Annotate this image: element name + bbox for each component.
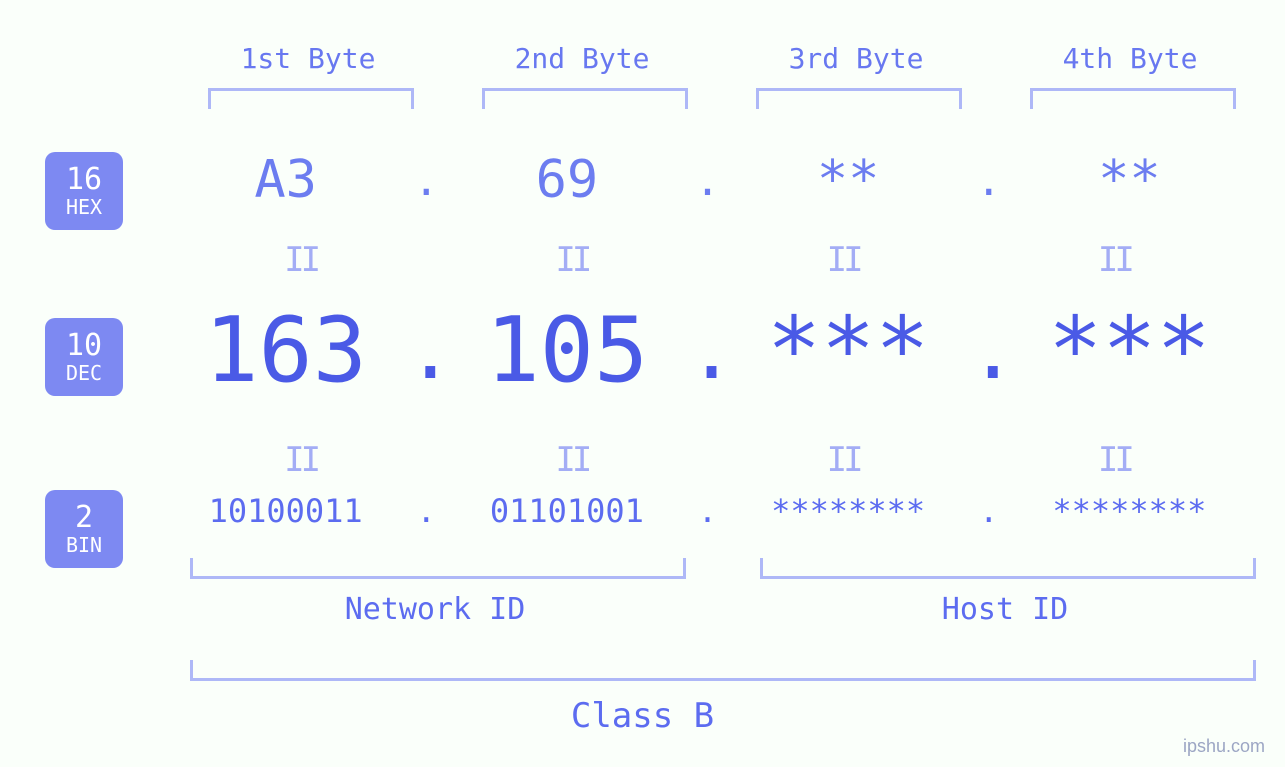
- dot-icon: .: [406, 492, 446, 530]
- byte-bracket-3: [756, 88, 962, 109]
- dot-icon: .: [688, 156, 728, 205]
- bin-byte-4: ********: [1009, 492, 1250, 530]
- class-bracket: [190, 660, 1256, 681]
- bin-row: 10100011 . 01101001 . ******** . *******…: [165, 492, 1250, 530]
- equals-icon: II: [436, 240, 707, 280]
- byte-bracket-4: [1030, 88, 1236, 109]
- hex-byte-3: **: [728, 150, 969, 210]
- equals-icon: II: [165, 440, 436, 480]
- bin-byte-3: ********: [728, 492, 969, 530]
- dot-icon: .: [688, 492, 728, 530]
- equals-row-2: II II II II: [165, 440, 1250, 480]
- badge-num: 2: [45, 502, 123, 534]
- base-badge-dec: 10 DEC: [45, 318, 123, 396]
- equals-row-1: II II II II: [165, 240, 1250, 280]
- equals-icon: II: [979, 440, 1250, 480]
- byte-label-3: 3rd Byte: [746, 42, 966, 75]
- badge-lab: HEX: [45, 197, 123, 218]
- byte-bracket-1: [208, 88, 414, 109]
- dot-icon: .: [406, 304, 446, 397]
- equals-icon: II: [165, 240, 436, 280]
- host-id-label: Host ID: [760, 592, 1250, 627]
- network-id-label: Network ID: [190, 592, 680, 627]
- byte-label-1: 1st Byte: [198, 42, 418, 75]
- class-label: Class B: [0, 696, 1285, 736]
- hex-row: A3 . 69 . ** . **: [165, 150, 1250, 210]
- base-badge-hex: 16 HEX: [45, 152, 123, 230]
- hex-byte-2: 69: [446, 150, 687, 210]
- equals-icon: II: [436, 440, 707, 480]
- dot-icon: .: [969, 156, 1009, 205]
- dec-byte-1: 163: [165, 298, 406, 403]
- byte-label-2: 2nd Byte: [472, 42, 692, 75]
- dot-icon: .: [406, 156, 446, 205]
- bin-byte-1: 10100011: [165, 492, 406, 530]
- dot-icon: .: [688, 304, 728, 397]
- base-badge-bin: 2 BIN: [45, 490, 123, 568]
- host-id-bracket: [760, 558, 1256, 579]
- byte-label-4: 4th Byte: [1020, 42, 1240, 75]
- dec-byte-4: ***: [1009, 298, 1250, 403]
- dot-icon: .: [969, 304, 1009, 397]
- badge-num: 10: [45, 330, 123, 362]
- dot-icon: .: [969, 492, 1009, 530]
- badge-num: 16: [45, 164, 123, 196]
- equals-icon: II: [708, 240, 979, 280]
- watermark: ipshu.com: [1183, 736, 1265, 757]
- hex-byte-1: A3: [165, 150, 406, 210]
- dec-row: 163 . 105 . *** . ***: [165, 298, 1250, 403]
- network-id-bracket: [190, 558, 686, 579]
- badge-lab: BIN: [45, 535, 123, 556]
- bin-byte-2: 01101001: [446, 492, 687, 530]
- badge-lab: DEC: [45, 363, 123, 384]
- byte-bracket-2: [482, 88, 688, 109]
- dec-byte-3: ***: [728, 298, 969, 403]
- equals-icon: II: [979, 240, 1250, 280]
- hex-byte-4: **: [1009, 150, 1250, 210]
- equals-icon: II: [708, 440, 979, 480]
- dec-byte-2: 105: [446, 298, 687, 403]
